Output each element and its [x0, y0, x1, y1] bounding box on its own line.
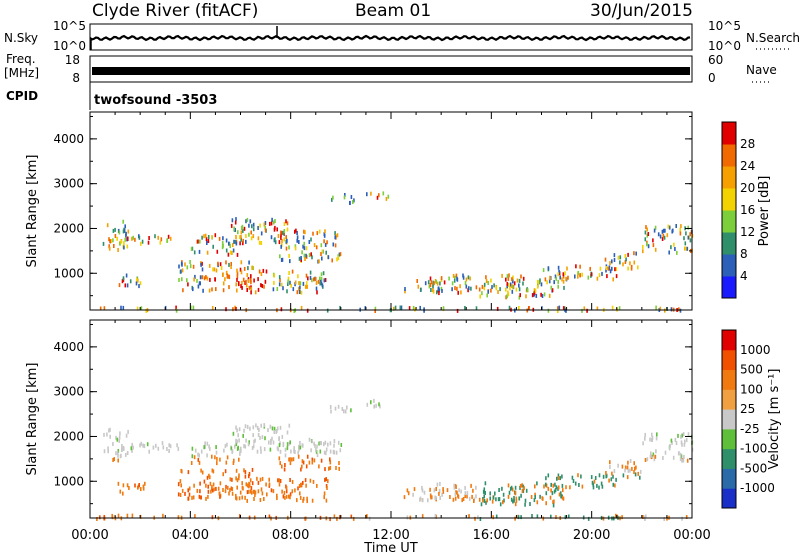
- colorbar-tick-label: 28: [740, 137, 755, 151]
- nave-tick-top: 60: [708, 53, 723, 67]
- power-y-ticks: 1000 2000 3000 4000: [53, 115, 692, 297]
- colorbar-tick-label: -500: [740, 461, 767, 475]
- power-colorbar-label: Power [dB]: [757, 176, 772, 247]
- nave-tick-bottom: 0: [708, 71, 716, 85]
- colorbar-swatch: [722, 389, 736, 410]
- velocity-panel: 1000 2000 3000 4000 Slant Range [km] 1000 50…: [25, 319, 782, 522]
- cpid-label: CPID: [6, 89, 38, 103]
- colorbar-tick-label: -1000: [740, 481, 775, 495]
- freq-trace: [92, 67, 690, 75]
- colorbar-swatch: [722, 254, 736, 277]
- colorbar-swatch: [722, 468, 736, 489]
- freq-units: [MHz]: [4, 66, 39, 80]
- colorbar-tick-label: -100: [740, 442, 767, 456]
- colorbar-swatch: [722, 276, 736, 299]
- y-tick-label: 3000: [53, 385, 84, 399]
- colorbar-tick-label: 16: [740, 203, 755, 217]
- colorbar-tick-label: 25: [740, 402, 755, 416]
- colorbar-swatch: [722, 448, 736, 469]
- y-tick-label: 3000: [53, 177, 84, 191]
- freq-panel: Freq. [MHz] 18 8 60 0 Nave: [4, 52, 777, 85]
- cpid-panel: CPID twofsound -3503: [6, 82, 217, 110]
- x-tick-label: 00:00: [71, 528, 108, 543]
- freq-tick-bottom: 8: [72, 71, 80, 85]
- nsky-panel: N.Sky 10^5 10^0 10^5 10^0 N.Search: [4, 19, 800, 53]
- colorbar-tick-label: 4: [740, 269, 748, 283]
- x-tick-label: 04:00: [172, 528, 209, 543]
- colorbar-swatch: [722, 428, 736, 450]
- colorbar-tick-label: 12: [740, 225, 755, 239]
- colorbar-swatch: [722, 488, 736, 509]
- y-tick-label: 2000: [53, 429, 84, 443]
- y-tick-label: 1000: [53, 474, 84, 488]
- station-title: Clyde River (fitACF): [92, 1, 258, 21]
- nsearch-tick-top: 10^5: [708, 19, 741, 33]
- colorbar-tick-label: 24: [740, 159, 755, 173]
- y-tick-label: 1000: [53, 266, 84, 280]
- colorbar-swatch: [722, 144, 736, 167]
- freq-tick-top: 18: [65, 53, 80, 67]
- colorbar-swatch: [722, 122, 736, 145]
- colorbar-tick-label: 100: [740, 382, 763, 396]
- colorbar-swatch: [722, 188, 736, 211]
- beam-title: Beam 01: [355, 1, 431, 21]
- x-tick-label: 12:00: [372, 528, 409, 543]
- colorbar-tick-label: -25: [740, 422, 760, 436]
- x-tick-label: 08:00: [272, 528, 309, 543]
- x-tick-label: 00:00: [673, 528, 710, 543]
- power-x-ticks: [89, 112, 693, 310]
- x-tick-labels: 00:00 04:00 08:00 12:00 16:00 20:00 00:00: [71, 528, 710, 543]
- colorbar-swatch: [722, 330, 736, 351]
- nsearch-tick-bottom: 10^0: [708, 39, 741, 53]
- power-y-label: Slant Range [km]: [25, 155, 40, 268]
- velocity-colorbar: 1000 500 100 25 -25 -100 -500 -1000: [721, 329, 775, 509]
- colorbar-tick-label: 20: [740, 181, 755, 195]
- colorbar-swatch: [722, 369, 736, 390]
- nsky-label: N.Sky: [4, 31, 38, 45]
- x-axis-label: Time UT: [363, 541, 417, 554]
- velocity-x-ticks: [89, 320, 693, 518]
- y-tick-label: 2000: [53, 221, 84, 235]
- colorbar-tick-label: 1000: [740, 343, 771, 357]
- velocity-colorbar-label: Velocity [m s⁻¹]: [767, 369, 782, 470]
- cpid-program: twofsound -3503: [94, 93, 217, 108]
- colorbar-tick-label: 500: [740, 363, 763, 377]
- y-tick-label: 4000: [53, 132, 84, 146]
- power-panel: 1000 2000 3000 4000 Slant Range [km] 4 8 12 16…: [25, 111, 772, 313]
- power-colorbar: 4 8 12 16 20 24 28: [721, 121, 755, 299]
- freq-label: Freq.: [6, 52, 36, 66]
- date-title: 30/Jun/2015: [590, 1, 693, 21]
- nsky-tick-top: 10^5: [53, 19, 86, 33]
- nave-label: Nave: [746, 63, 777, 77]
- velocity-data: [96, 398, 694, 522]
- colorbar-swatch: [722, 232, 736, 255]
- colorbar-swatch: [722, 349, 736, 371]
- y-tick-label: 4000: [53, 340, 84, 354]
- colorbar-swatch: [722, 409, 736, 430]
- nsky-trace: [89, 26, 691, 50]
- colorbar-tick-label: 8: [740, 247, 748, 261]
- colorbar-swatch: [722, 210, 736, 233]
- x-tick-label: 20:00: [573, 528, 610, 543]
- nsearch-label: N.Search: [746, 31, 800, 45]
- colorbar-swatch: [722, 166, 736, 189]
- power-data: [99, 191, 694, 313]
- velocity-y-label: Slant Range [km]: [25, 363, 40, 476]
- x-tick-label: 16:00: [473, 528, 510, 543]
- nsky-tick-bottom: 10^0: [53, 39, 86, 53]
